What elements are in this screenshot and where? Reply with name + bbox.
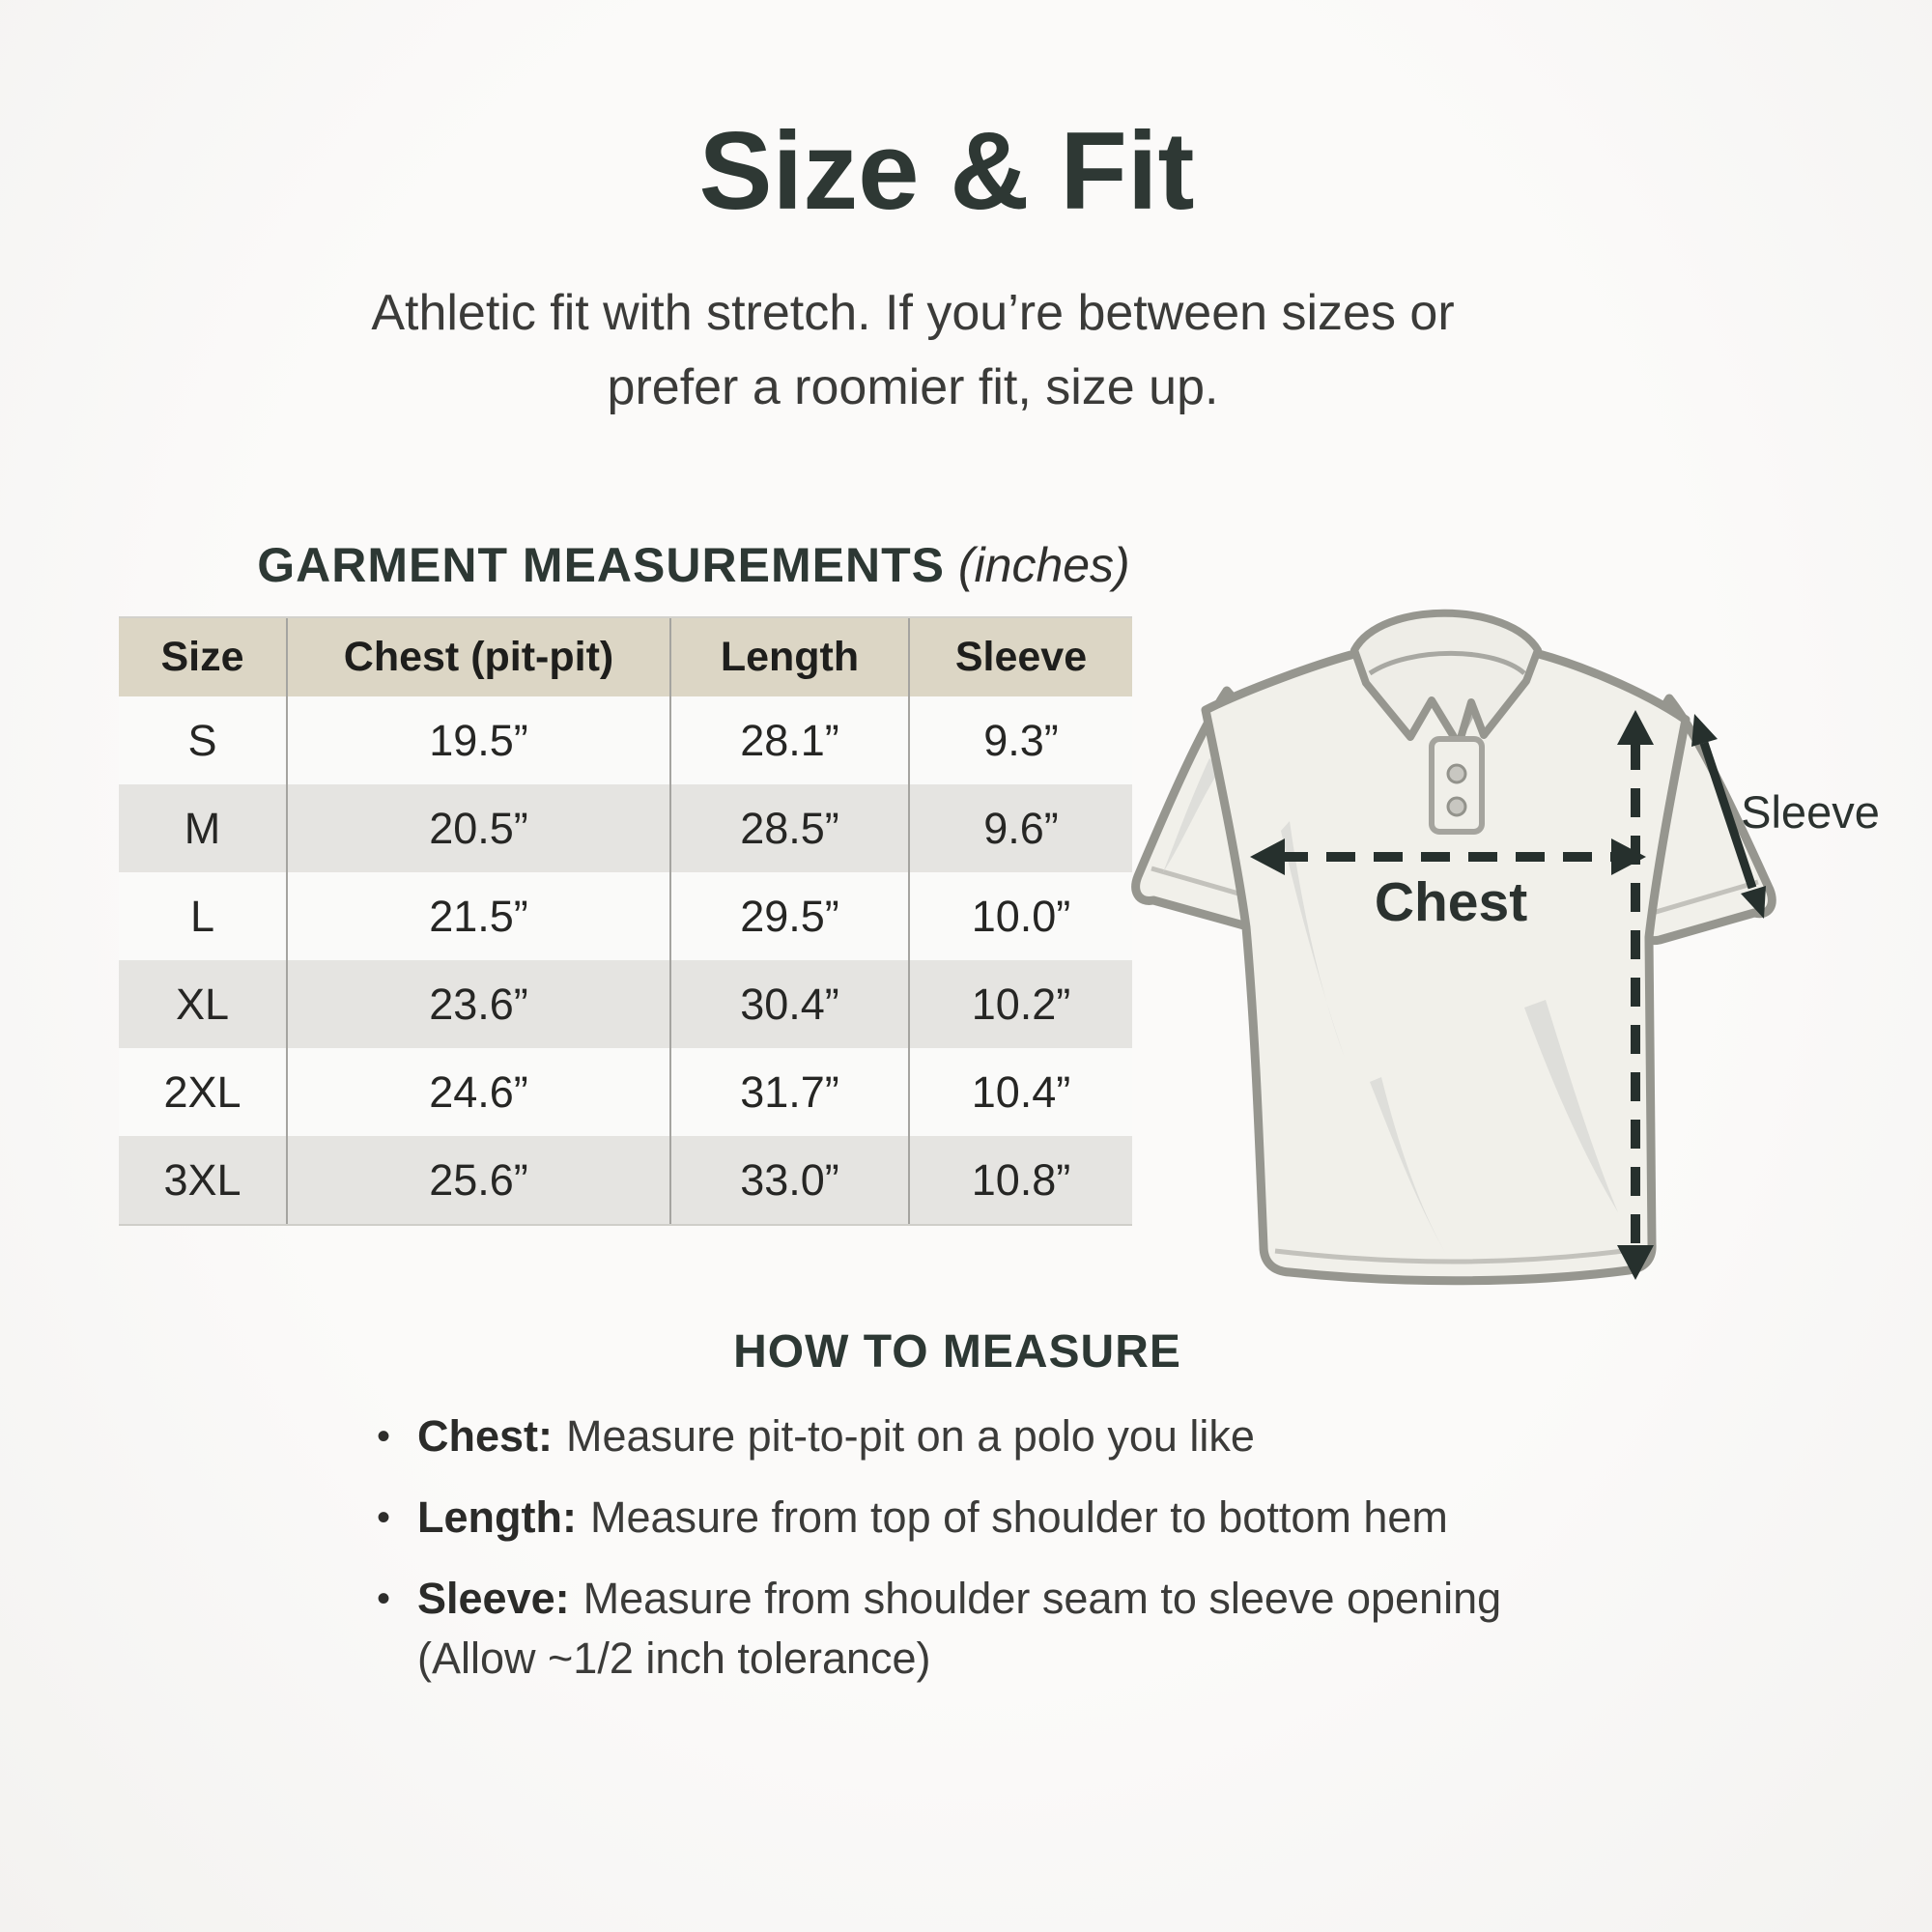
how-to-measure-heading: HOW TO MEASURE <box>733 1326 1181 1378</box>
measure-item-text: Measure pit-to-pit on a polo you like <box>566 1411 1255 1461</box>
bullet-dot: • <box>377 1577 391 1620</box>
column-header-sleeve: Sleeve <box>954 634 1088 680</box>
garment-measurements-title: GARMENT MEASUREMENTS <box>257 538 945 592</box>
cell-chest: 23.6” <box>288 960 671 1048</box>
measure-item-text: Measure from shoulder seam to sleeve ope… <box>582 1574 1502 1623</box>
cell-size: M <box>119 784 288 872</box>
cell-size: XL <box>119 960 288 1048</box>
measure-item-label: Length: <box>417 1492 577 1542</box>
page-title: Size & Fit <box>698 110 1195 233</box>
cell-length: 33.0” <box>671 1136 910 1224</box>
cell-sleeve: 10.8” <box>971 1154 1071 1205</box>
cell-length: 30.4” <box>671 960 910 1048</box>
polo-button <box>1446 763 1467 784</box>
column-header-chest: Chest (pit-pit) <box>288 618 671 696</box>
table-row-s: S 19.5” 28.1” 9.3” <box>119 696 1132 784</box>
table-row-m: M 20.5” 28.5” 9.6” <box>119 784 1132 872</box>
cell-sleeve: 10.0” <box>971 891 1071 941</box>
measure-item-chest: • Chest: Measure pit-to-pit on a polo you… <box>377 1408 1623 1464</box>
subtitle-line-1: Athletic fit with stretch. If you’re bet… <box>371 285 1455 341</box>
table-row-3xl: 3XL 25.6” 33.0” 10.8” <box>119 1136 1132 1224</box>
page-subtitle: Athletic fit with stretch. If you’re bet… <box>140 276 1686 425</box>
subtitle-line-2: prefer a roomier fit, size up. <box>607 359 1219 415</box>
bullet-dot: • <box>377 1415 391 1458</box>
size-table: Size Chest (pit-pit) Length Sleeve S 19.… <box>119 616 1132 1226</box>
cell-size: 2XL <box>119 1048 288 1136</box>
garment-measurements-heading: GARMENT MEASUREMENTS (inches) <box>162 537 1225 593</box>
cell-length: 28.1” <box>671 696 910 784</box>
cell-size: 3XL <box>119 1136 288 1224</box>
cell-sleeve: 10.2” <box>971 979 1071 1029</box>
table-header-row: Size Chest (pit-pit) Length Sleeve <box>119 618 1132 696</box>
chest-measurement-label: Chest <box>1375 871 1527 933</box>
cell-chest: 20.5” <box>288 784 671 872</box>
cell-sleeve: 9.3” <box>983 715 1059 765</box>
cell-sleeve: 9.6” <box>983 803 1059 853</box>
garment-measurements-unit: (inches) <box>957 538 1130 592</box>
polo-button <box>1446 796 1467 817</box>
cell-sleeve: 10.4” <box>971 1066 1071 1117</box>
cell-chest: 25.6” <box>288 1136 671 1224</box>
how-to-measure-list: • Chest: Measure pit-to-pit on a polo you… <box>377 1408 1623 1712</box>
column-header-size: Size <box>119 618 288 696</box>
table-row-l: L 21.5” 29.5” 10.0” <box>119 872 1132 960</box>
table-row-2xl: 2XL 24.6” 31.7” 10.4” <box>119 1048 1132 1136</box>
polo-collar <box>1350 609 1542 749</box>
cell-size: S <box>119 696 288 784</box>
cell-chest: 21.5” <box>288 872 671 960</box>
cell-length: 29.5” <box>671 872 910 960</box>
polo-torso <box>1201 631 1690 1286</box>
length-arrow <box>1617 710 1654 1280</box>
measure-item-note: (Allow ~1/2 inch tolerance) <box>417 1634 931 1683</box>
cell-chest: 19.5” <box>288 696 671 784</box>
polo-shirt-diagram: Chest Sleeve <box>1092 536 1884 1328</box>
measure-item-text: Measure from top of shoulder to bottom h… <box>589 1492 1448 1542</box>
bullet-dot: • <box>377 1496 391 1539</box>
cell-length: 28.5” <box>671 784 910 872</box>
measure-item-length: • Length: Measure from top of shoulder to… <box>377 1490 1623 1546</box>
polo-placket <box>1429 736 1485 835</box>
sleeve-measurement-label: Sleeve <box>1741 786 1880 838</box>
sleeve-arrow <box>1691 714 1766 919</box>
measure-item-sleeve: • Sleeve: Measure from shoulder seam to s… <box>377 1571 1623 1687</box>
column-header-length: Length <box>671 618 910 696</box>
cell-size: L <box>119 872 288 960</box>
measure-item-label: Chest: <box>417 1411 554 1461</box>
table-row-xl: XL 23.6” 30.4” 10.2” <box>119 960 1132 1048</box>
cell-length: 31.7” <box>671 1048 910 1136</box>
cell-chest: 24.6” <box>288 1048 671 1136</box>
chest-arrow <box>1250 838 1646 875</box>
measure-item-label: Sleeve: <box>417 1574 570 1623</box>
